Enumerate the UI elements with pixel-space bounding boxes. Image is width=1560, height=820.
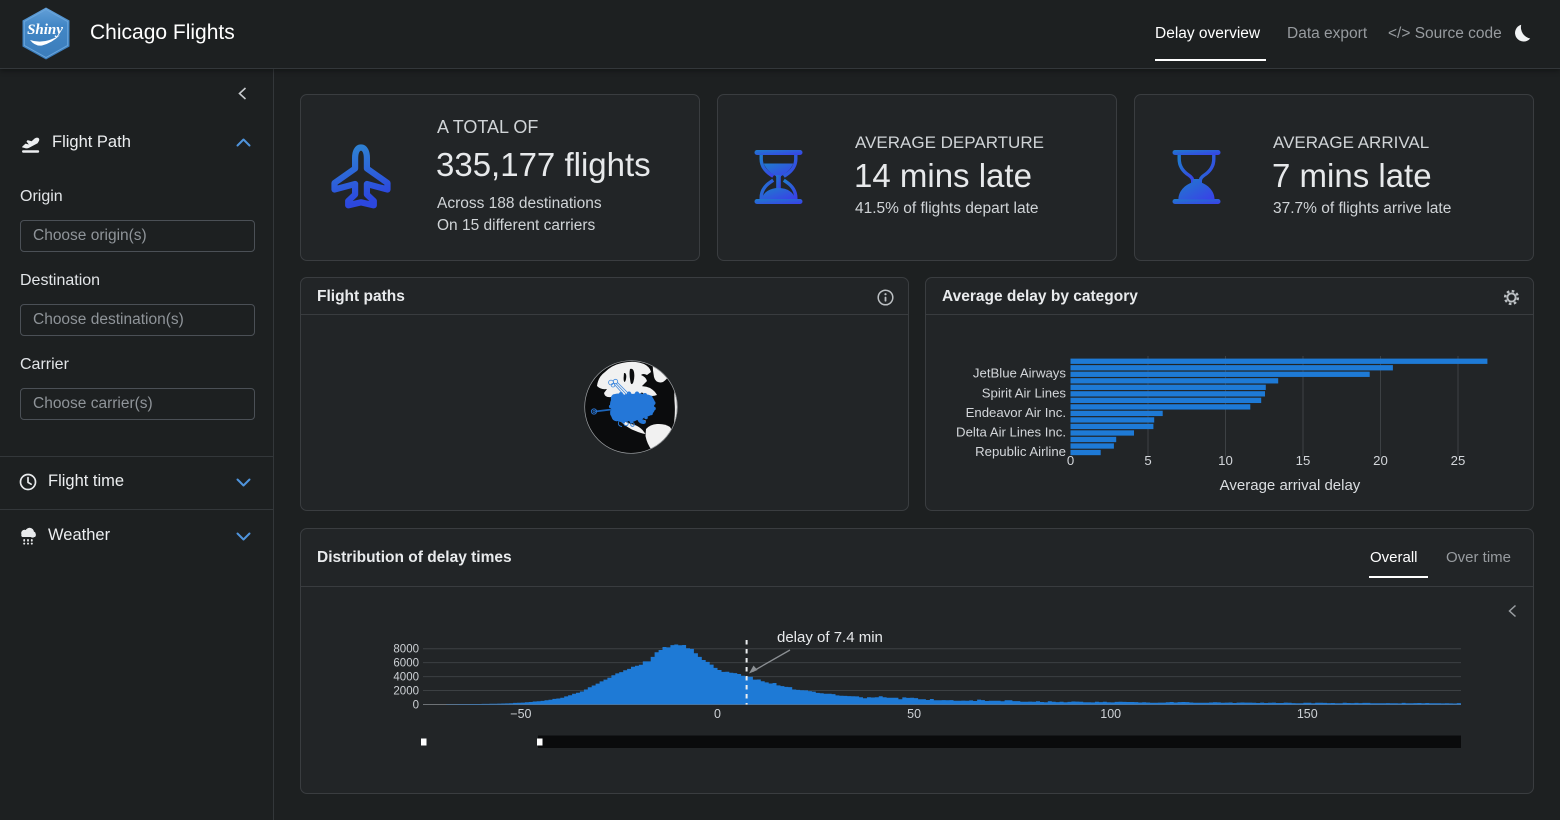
svg-text:Shiny: Shiny bbox=[27, 22, 63, 38]
